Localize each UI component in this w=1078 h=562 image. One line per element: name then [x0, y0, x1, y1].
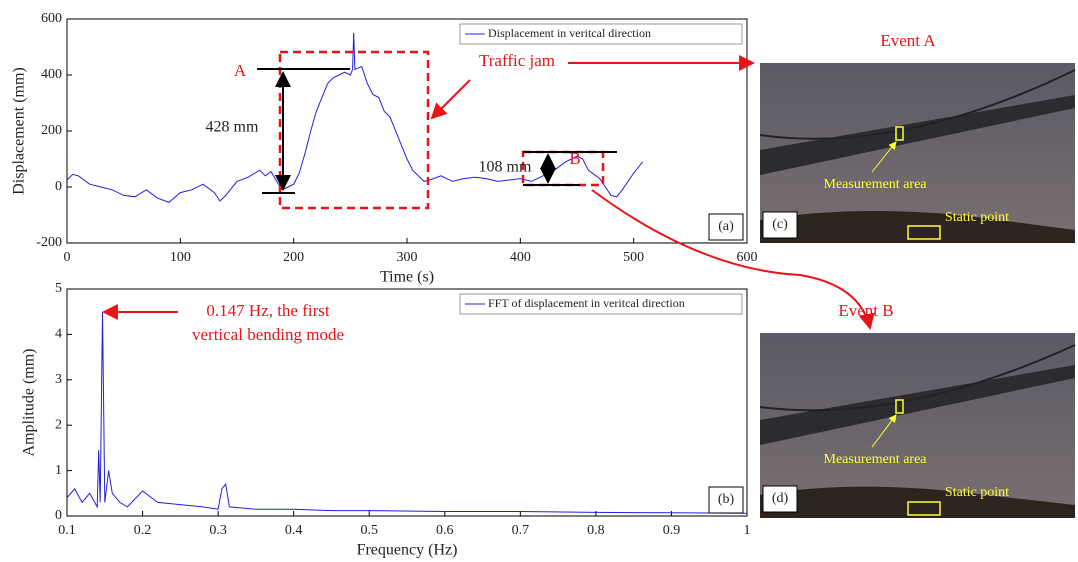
annotation: A	[234, 61, 247, 80]
y-tick-label: 400	[41, 67, 62, 82]
x-tick-label: 0.7	[512, 523, 530, 538]
figure: 0.1 0.2 0.3 0.4 0.5 0.6 0.7 0.8 0.9 1 0 1 2 3 4 5 Freque…	[0, 0, 1078, 562]
photo-label: Static point	[945, 210, 1009, 225]
x-tick-label: 500	[623, 250, 644, 265]
y-tick-label: 1	[55, 463, 62, 478]
annotation: Traffic jam	[479, 51, 555, 70]
x-tick-label: 300	[397, 250, 418, 265]
y-tick-label: 0	[55, 179, 62, 194]
panel-label: (c)	[772, 217, 788, 232]
legend-label: Displacement in veritcal direction	[488, 26, 651, 40]
y-tick-label: -200	[36, 235, 62, 250]
x-tick-label: 0.6	[436, 523, 454, 538]
x-tick-label: 100	[170, 250, 191, 265]
annotation: 0.147 Hz, the first	[206, 301, 330, 320]
photo-c: Measurement area Static point (c)	[760, 63, 1075, 243]
photo-title: Event A	[880, 31, 936, 50]
y-axis-label: Displacement (mm)	[11, 67, 28, 195]
y-tick-label: 5	[55, 281, 62, 296]
y-axis-label: Amplitude (mm)	[21, 349, 38, 457]
annotation: 108 mm	[479, 159, 532, 176]
y-tick-label: 2	[55, 417, 62, 432]
y-tick-label: 600	[41, 11, 62, 26]
x-axis-label: Frequency (Hz)	[357, 542, 458, 559]
photo-d: Measurement area Static point (d)	[760, 333, 1075, 518]
panel-label: (d)	[772, 491, 789, 506]
y-tick-label: 200	[41, 123, 62, 138]
photo-label: Static point	[945, 485, 1009, 500]
x-tick-label: 0.2	[134, 523, 152, 538]
annotation: B	[569, 149, 580, 168]
x-tick-label: 0.1	[58, 523, 76, 538]
panel-label: (a)	[718, 219, 734, 234]
chart: 0.1 0.2 0.3 0.4 0.5 0.6 0.7 0.8 0.9 1 0 1 2 3 4 5 Freque…	[21, 281, 751, 558]
x-tick-label: 0.9	[663, 523, 681, 538]
annotation: vertical bending mode	[192, 325, 344, 344]
panel-label: (b)	[718, 492, 735, 507]
x-tick-label: 0.8	[587, 523, 605, 538]
plot-frame	[67, 289, 747, 516]
x-tick-label: 0.3	[209, 523, 227, 538]
photo-label: Measurement area	[824, 177, 928, 192]
legend-label: FFT of displacement in veritcal directio…	[488, 296, 685, 310]
x-tick-label: 0.4	[285, 523, 303, 538]
annotation: 428 mm	[206, 119, 259, 136]
plot-frame	[67, 19, 747, 243]
y-tick-label: 3	[55, 372, 62, 387]
y-tick-label: 4	[55, 327, 62, 342]
x-tick-label: 400	[510, 250, 531, 265]
x-axis-label: Time (s)	[380, 269, 434, 286]
x-tick-label: 600	[737, 250, 758, 265]
x-tick-label: 200	[283, 250, 304, 265]
x-tick-label: 0	[64, 250, 71, 265]
x-tick-label: 1	[744, 523, 751, 538]
photo-label: Measurement area	[824, 452, 928, 467]
y-tick-label: 0	[55, 508, 62, 523]
x-tick-label: 0.5	[360, 523, 378, 538]
